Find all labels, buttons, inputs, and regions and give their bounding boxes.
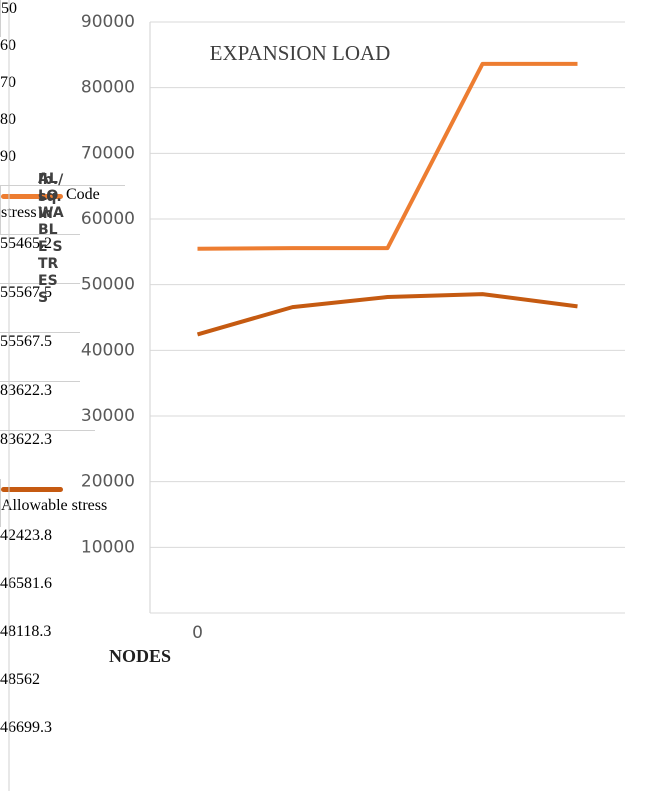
legend-swatch xyxy=(1,487,63,492)
x-tick-label: 60 xyxy=(0,37,16,54)
table-value: 48562 xyxy=(0,671,40,688)
table-value: 55567.5 xyxy=(0,332,80,381)
x-tick-label: 80 xyxy=(0,111,16,128)
y-tick-label: 30000 xyxy=(81,406,135,426)
x-axis-label: NODES xyxy=(109,646,171,666)
x-tick-label: 90 xyxy=(0,148,16,165)
y-axis-label: lb./sq.in ALLOWABLE STRESS xyxy=(38,171,64,307)
legend-cell: Allowable stress xyxy=(0,479,125,527)
legend-cell: Code stress xyxy=(0,185,125,234)
y-axis-unit: lb./sq.in xyxy=(38,172,64,222)
y-axis-name: ALLOWABLE STRESS xyxy=(38,171,64,306)
table-value: 55567.5 xyxy=(0,283,80,332)
y-tick-label: 40000 xyxy=(81,340,135,360)
y-tick-label: 60000 xyxy=(81,209,135,229)
data-line xyxy=(196,292,578,337)
y-tick-label: 0 xyxy=(192,623,203,643)
x-tick-label: 70 xyxy=(0,74,16,91)
table-value: 42423.8 xyxy=(0,527,52,544)
data-line xyxy=(197,61,578,251)
table-value: 83622.3 xyxy=(0,381,80,430)
table-value: 83622.3 xyxy=(0,430,95,479)
y-tick-label: 90000 xyxy=(81,12,135,32)
table-value: 48118.3 xyxy=(0,623,52,640)
y-tick-label: 50000 xyxy=(81,275,135,295)
table-value: 46699.3 xyxy=(0,719,52,736)
y-tick-label: 80000 xyxy=(81,78,135,98)
legend-swatch xyxy=(1,194,63,199)
chart-title: EXPANSION LOAD xyxy=(210,41,391,65)
legend-label: Code stress xyxy=(1,186,100,221)
table-value: 46581.6 xyxy=(0,575,52,592)
table-value: 55465.2 xyxy=(0,234,80,283)
y-tick-label: 20000 xyxy=(81,472,135,492)
y-tick-label: 10000 xyxy=(81,537,135,557)
y-tick-label: 70000 xyxy=(81,143,135,163)
legend-label: Allowable stress xyxy=(1,497,108,514)
